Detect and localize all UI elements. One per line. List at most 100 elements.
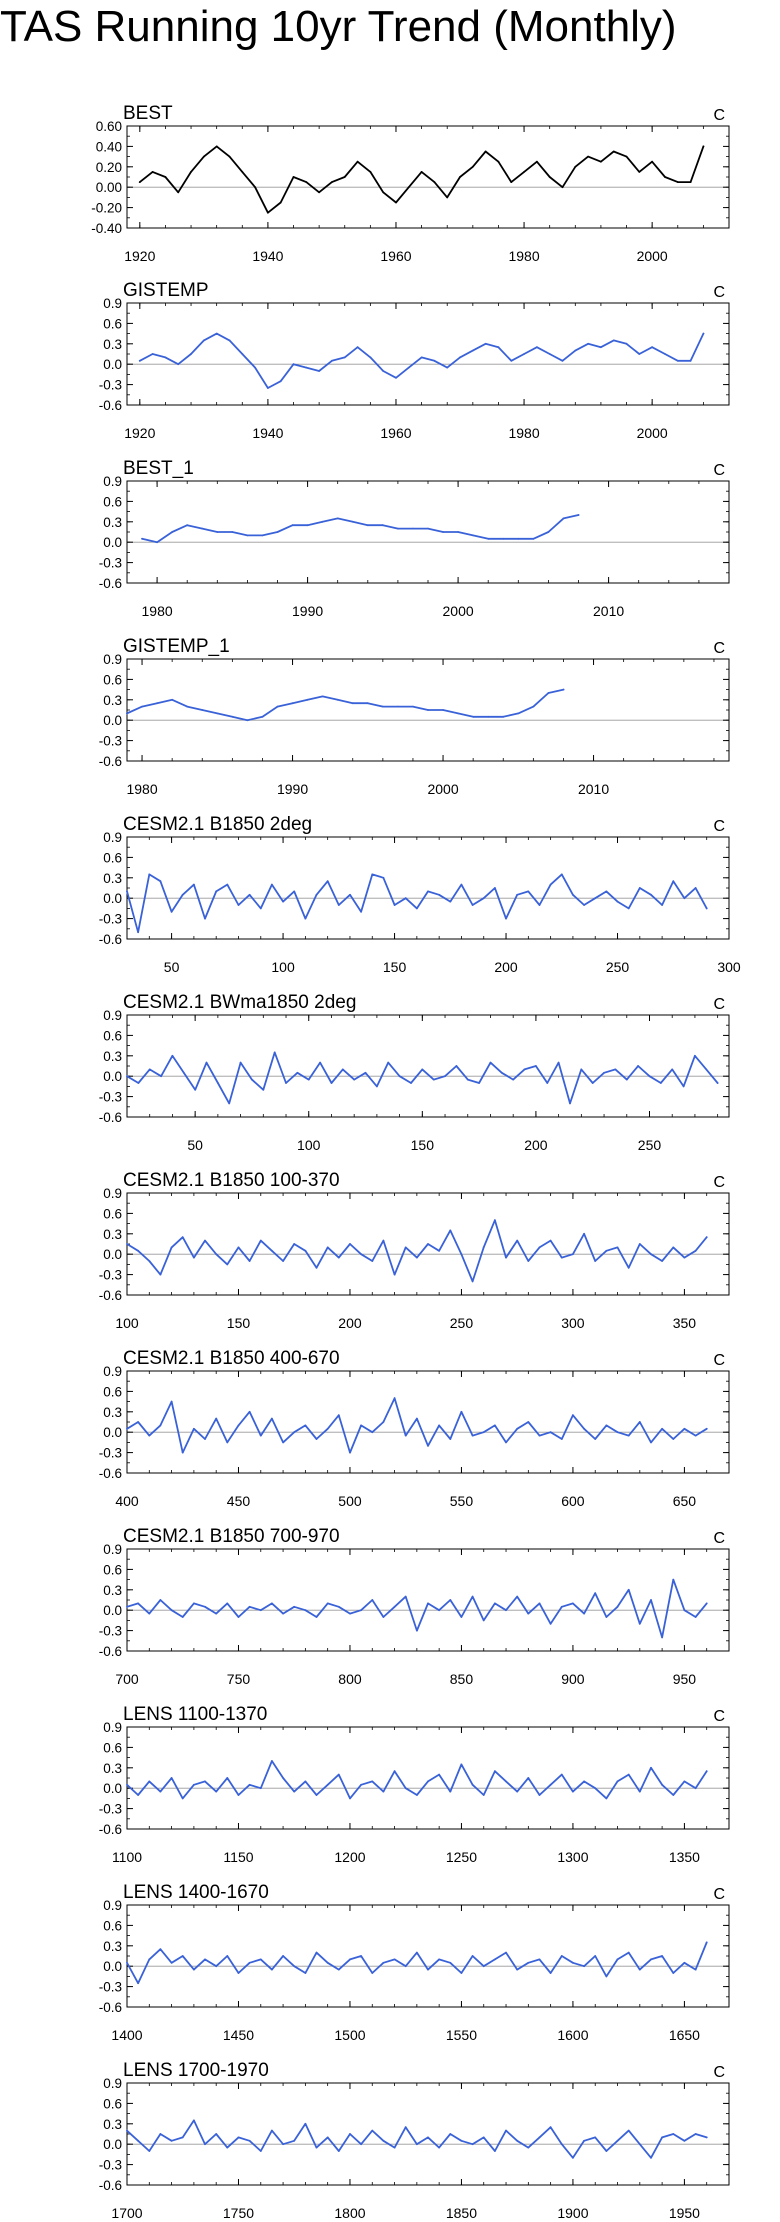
y-tick-label: -0.6 xyxy=(99,1110,122,1125)
data-point xyxy=(341,1068,344,1071)
data-point xyxy=(215,1790,218,1793)
data-point xyxy=(574,349,577,352)
data-point xyxy=(560,1605,563,1608)
y-tick-label: -0.3 xyxy=(99,912,122,927)
data-point xyxy=(683,2139,686,2142)
data-point xyxy=(126,1783,128,1786)
data-point xyxy=(186,705,189,708)
data-point xyxy=(271,1968,273,1971)
data-point xyxy=(459,176,461,178)
data-point xyxy=(605,1424,608,1427)
data-point xyxy=(137,1602,140,1605)
data-point xyxy=(137,1249,140,1252)
data-point xyxy=(360,1783,362,1786)
data-point xyxy=(337,1968,340,1971)
data-point xyxy=(393,1770,396,1773)
y-tick-label: -0.3 xyxy=(99,1090,122,1105)
data-point xyxy=(259,2150,262,2152)
data-point xyxy=(137,1982,140,1985)
data-point xyxy=(583,1965,585,1968)
data-point xyxy=(705,1236,708,1239)
data-point xyxy=(248,1410,251,1413)
data-point xyxy=(466,1078,469,1081)
y-tick-label: 0.6 xyxy=(103,1028,122,1043)
data-point xyxy=(605,1616,608,1618)
data-point xyxy=(148,1068,151,1071)
y-tick-label: 0.6 xyxy=(103,1562,122,1577)
data-point xyxy=(638,1243,641,1245)
data-point xyxy=(148,1958,151,1961)
data-point xyxy=(304,1609,307,1612)
data-point xyxy=(672,1246,675,1249)
data-point xyxy=(393,904,396,906)
x-tick-label: 250 xyxy=(638,1137,662,1153)
data-point xyxy=(560,1773,563,1776)
data-point xyxy=(694,887,697,889)
data-point xyxy=(527,1421,530,1423)
data-point xyxy=(549,1622,552,1625)
data-point xyxy=(170,1777,173,1779)
data-point xyxy=(215,1417,218,1420)
data-point xyxy=(336,698,339,701)
x-tick-label: 50 xyxy=(164,959,180,975)
data-point xyxy=(371,873,374,876)
data-point xyxy=(336,517,339,520)
data-point xyxy=(337,1256,340,1259)
data-point xyxy=(416,907,418,910)
data-point xyxy=(285,1082,287,1084)
data-point xyxy=(594,897,597,900)
x-tick-label: 950 xyxy=(673,1671,697,1687)
x-tick-label: 1940 xyxy=(252,248,283,264)
data-point xyxy=(181,2136,184,2139)
data-point xyxy=(449,1961,452,1964)
data-point xyxy=(237,1616,240,1618)
data-point xyxy=(282,1612,284,1615)
x-tick-label: 300 xyxy=(561,1315,585,1331)
data-point xyxy=(171,698,174,701)
data-point xyxy=(193,883,195,886)
data-point xyxy=(226,1263,229,1266)
data-point xyxy=(527,1961,530,1964)
data-point xyxy=(326,1427,329,1430)
data-point xyxy=(395,201,397,204)
y-tick-label: -0.3 xyxy=(99,378,122,393)
data-point xyxy=(705,1602,708,1605)
data-point xyxy=(326,880,329,883)
data-point xyxy=(438,893,440,896)
data-point xyxy=(683,897,686,900)
series-line xyxy=(126,1760,708,1800)
data-point xyxy=(446,196,449,199)
data-point xyxy=(627,1434,630,1437)
data-point xyxy=(304,1972,307,1974)
data-point xyxy=(412,527,414,530)
y-tick-label: -0.6 xyxy=(99,1288,122,1303)
data-point xyxy=(460,1253,463,1256)
data-point xyxy=(395,376,397,379)
data-point xyxy=(616,2139,619,2142)
data-point xyxy=(549,1783,552,1786)
y-tick-label: -0.6 xyxy=(99,576,122,591)
data-point xyxy=(126,1605,128,1608)
panel-unit: C xyxy=(713,640,725,657)
data-point xyxy=(672,1972,675,1974)
x-tick-label: 250 xyxy=(606,959,630,975)
data-point xyxy=(536,160,538,163)
data-point xyxy=(583,2139,585,2142)
data-point xyxy=(254,366,256,369)
data-point xyxy=(572,1253,574,1256)
data-point xyxy=(638,1421,641,1423)
data-point xyxy=(237,1246,240,1249)
data-point xyxy=(471,2143,474,2146)
data-point xyxy=(366,524,369,527)
data-point xyxy=(215,1965,218,1968)
data-point xyxy=(356,160,359,163)
data-point xyxy=(682,1085,685,1088)
data-point xyxy=(349,2133,351,2135)
data-point xyxy=(460,883,463,886)
x-tick-label: 1940 xyxy=(252,425,283,441)
y-tick-label: -0.6 xyxy=(99,754,122,769)
data-point xyxy=(261,534,264,537)
data-point xyxy=(494,1958,496,1961)
data-point xyxy=(600,346,602,349)
data-point xyxy=(292,363,295,366)
